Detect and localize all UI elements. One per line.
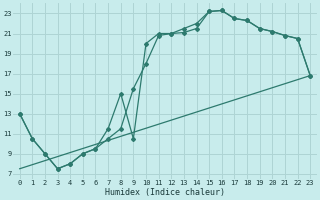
X-axis label: Humidex (Indice chaleur): Humidex (Indice chaleur)	[105, 188, 225, 197]
